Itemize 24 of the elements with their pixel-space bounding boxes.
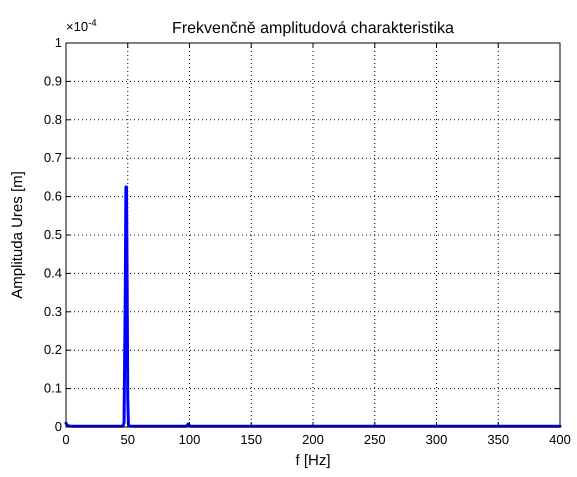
- x-axis-title: f [Hz]: [295, 452, 331, 469]
- y-tick-label: 0.6: [44, 188, 62, 204]
- x-tick-label: 250: [364, 432, 386, 447]
- y-tick-label: 1: [54, 35, 62, 50]
- x-tick-label: 300: [426, 432, 448, 447]
- y-tick-label: 0.9: [44, 73, 62, 88]
- x-tick-label: 200: [302, 432, 324, 447]
- x-tick-label: 50: [120, 432, 135, 447]
- y-tick-label: 0.2: [44, 342, 62, 358]
- text: ×10$^{-4}$: [66, 18, 98, 34]
- y-tick-label: 0.4: [44, 265, 62, 280]
- y-tick-label: 0.7: [44, 150, 62, 166]
- x-tick-label: 400: [549, 432, 571, 447]
- y-tick-label: 0.5: [44, 227, 62, 242]
- y-tick-label: 0.8: [44, 112, 62, 127]
- y-tick-label: 0: [54, 419, 62, 434]
- x-tick-label: 100: [178, 432, 200, 447]
- x-tick-label: 150: [240, 432, 262, 447]
- y-axis-title: Amplituda Ures [m]: [9, 171, 26, 299]
- y-tick-label: 0.3: [44, 304, 62, 319]
- x-tick-label: 350: [487, 432, 510, 447]
- line-series: [64, 186, 562, 428]
- chart-title: Frekvenčně amplitudová charakteristika: [172, 20, 454, 37]
- y-tick-label: 0.1: [44, 380, 62, 396]
